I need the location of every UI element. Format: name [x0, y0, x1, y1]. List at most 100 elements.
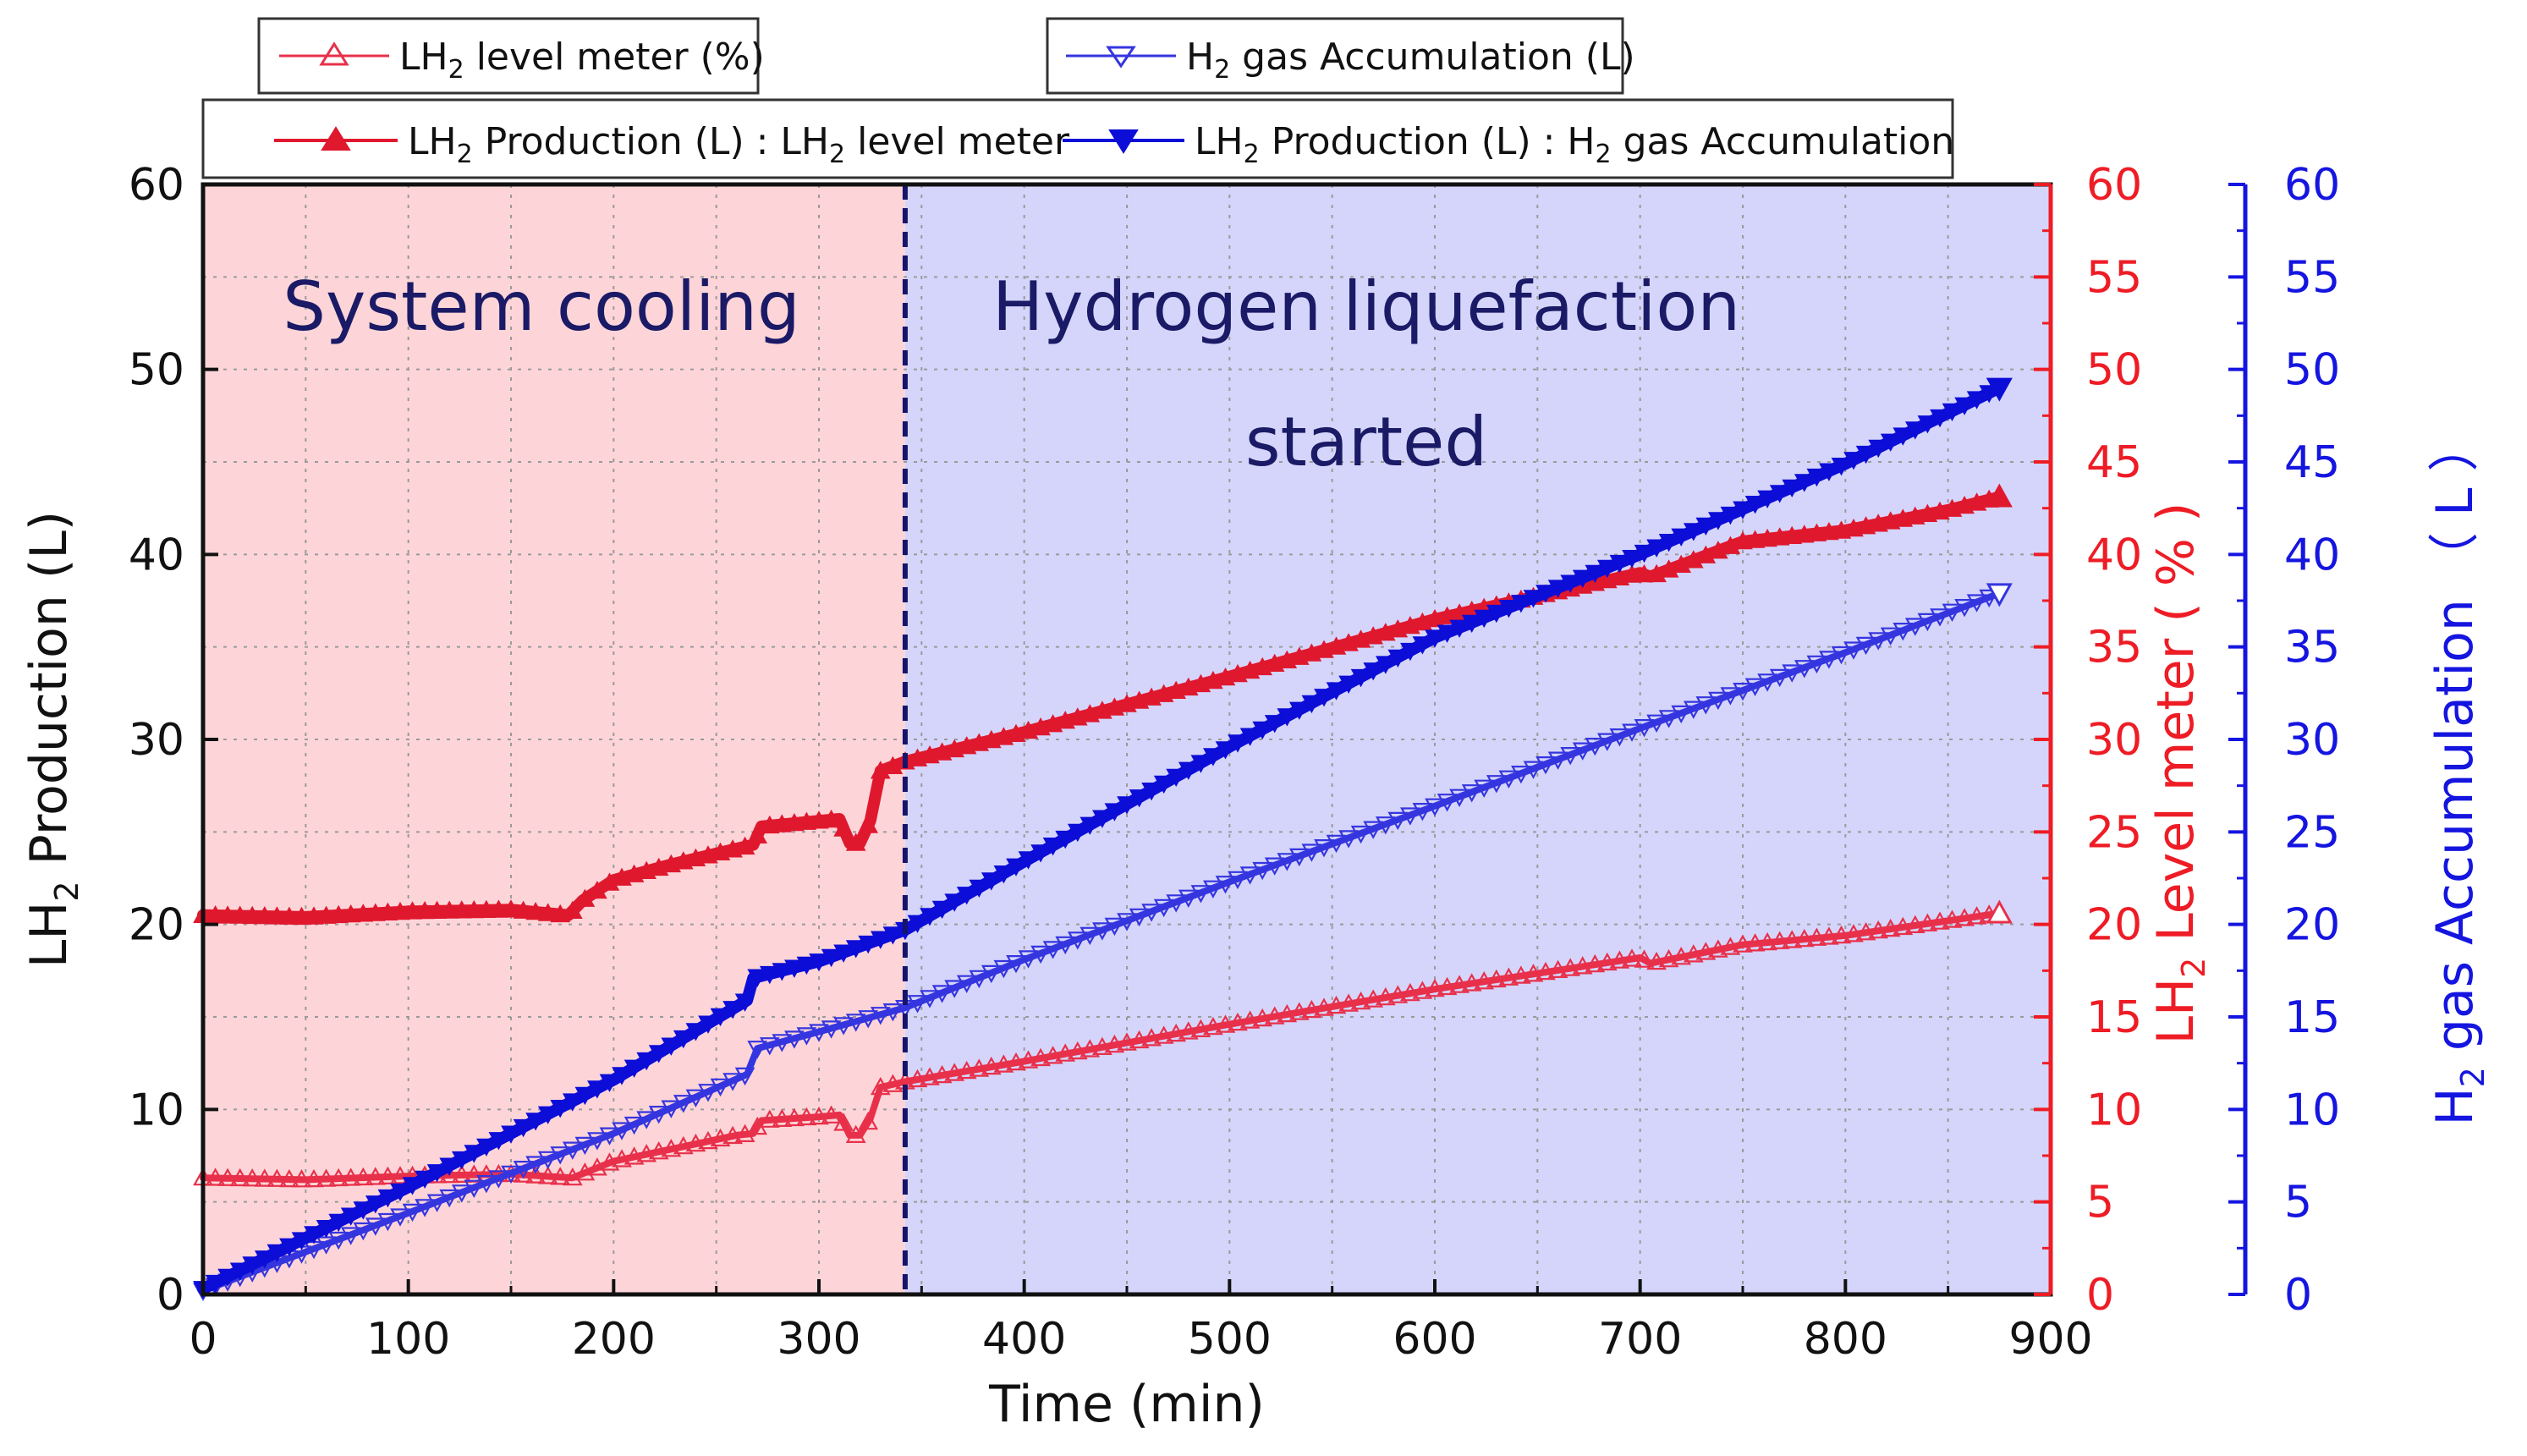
data-point-level_pct: [1461, 973, 1482, 992]
data-point-prod_level: [217, 905, 238, 924]
data-point-accum: [426, 1194, 448, 1212]
data-point-level_pct: [1634, 949, 1655, 968]
data-point-level_pct: [722, 1125, 743, 1145]
data-point-prod_level: [562, 900, 583, 919]
data-point-accum: [365, 1217, 386, 1236]
data-point-prod_accum: [1843, 452, 1864, 470]
data-point-prod_accum: [1733, 501, 1753, 519]
y-axis-right-level: 0 5 10 15 20 25 30 35 40 45 50 55 60: [2034, 160, 2142, 1321]
data-point-prod_accum: [1079, 816, 1101, 835]
data-point-level_pct: [1338, 993, 1359, 1012]
data-point-accum: [1055, 936, 1076, 955]
data-point-level_pct: [451, 1164, 472, 1184]
data-point-accum: [1067, 931, 1088, 950]
data-point-accum: [1806, 655, 1827, 674]
data-point-prod_accum: [451, 1151, 472, 1170]
data-point-prod_accum: [1622, 550, 1642, 569]
data-point-accum: [1042, 941, 1063, 959]
data-point-prod_accum: [291, 1232, 312, 1250]
data-point-prod_accum: [1769, 485, 1790, 503]
data-point-prod_accum: [1203, 748, 1223, 766]
y-left-tick-label: 40: [129, 530, 184, 580]
y-right-accum-tick-label: 15: [2284, 992, 2340, 1043]
data-point-level_pct: [710, 1128, 731, 1147]
data-point-accum: [1708, 691, 1728, 711]
data-point-prod_accum: [1055, 830, 1076, 849]
y-right-accum-tick-label: 55: [2284, 252, 2340, 303]
data-point-accum: [562, 1141, 583, 1160]
x-tick-label: 300: [777, 1314, 860, 1365]
data-point-accum: [1634, 718, 1655, 738]
data-point-level_pct: [1006, 1052, 1026, 1071]
data-point-prod_level: [501, 899, 521, 918]
data-point-accum: [1474, 779, 1495, 798]
data-point-level_pct: [1153, 1025, 1174, 1044]
data-point-level_pct: [796, 1107, 817, 1126]
data-point-accum: [1190, 885, 1211, 904]
data-point-level_pct: [1363, 989, 1384, 1008]
data-point-accum: [1104, 917, 1125, 937]
data-point-accum: [1437, 794, 1458, 812]
data-point-prod_accum: [772, 963, 793, 981]
data-point-prod_accum: [377, 1189, 398, 1208]
data-point-prod_level: [415, 900, 435, 920]
data-point-level_pct: [1141, 1028, 1162, 1047]
data-point-accum: [1350, 825, 1371, 844]
data-point-prod_accum: [1683, 523, 1704, 541]
data-point-prod_level: [821, 809, 842, 828]
data-point-level_pct: [1215, 1014, 1236, 1033]
data-point-accum: [415, 1199, 435, 1217]
data-point-prod_accum: [796, 956, 817, 975]
data-point-prod_accum: [1831, 458, 1852, 476]
data-point-accum: [476, 1174, 497, 1194]
data-point-level_pct: [833, 1113, 854, 1131]
y-right-accum-tick-label: 30: [2284, 715, 2340, 766]
data-point-level_pct: [242, 1168, 263, 1187]
data-point-prod_accum: [1326, 682, 1347, 701]
data-point-prod_accum: [931, 900, 953, 920]
data-point-level_pct: [1966, 906, 1987, 925]
data-point-accum: [1560, 746, 1581, 766]
data-point-prod_accum: [821, 948, 842, 968]
data-point-accum: [772, 1034, 793, 1052]
data-point-level_pct: [1190, 1019, 1211, 1038]
data-point-level_pct: [1288, 1002, 1310, 1020]
data-point-level_pct: [1757, 931, 1777, 951]
data-point-prod_accum: [1092, 810, 1112, 828]
data-point-accum: [1301, 843, 1322, 862]
data-point-accum: [1018, 950, 1039, 969]
data-point-prod_accum: [1067, 823, 1088, 843]
data-point-prod_accum: [1363, 662, 1384, 681]
data-point-accum: [722, 1073, 743, 1091]
data-point-prod_accum: [501, 1125, 521, 1144]
data-point-level_pct: [587, 1157, 607, 1176]
data-point-prod_accum: [612, 1067, 632, 1085]
data-point-prod_accum: [833, 944, 854, 963]
data-point-accum: [1239, 866, 1261, 885]
legend-marker-accum: [1106, 46, 1136, 69]
data-point-prod_level: [476, 899, 497, 918]
data-point-level_pct: [1893, 916, 1914, 936]
data-point-level_pct: [1252, 1008, 1273, 1027]
data-point-prod_accum: [1239, 728, 1261, 746]
data-point-prod_accum: [1720, 506, 1741, 525]
data-point-level_pct: [1782, 930, 1803, 948]
region-label-started: started: [1245, 403, 1487, 481]
data-point-level_pct: [1166, 1023, 1187, 1042]
data-point-accum: [1880, 627, 1901, 646]
data-point-prod_accum: [242, 1256, 263, 1275]
legend-marker-prod-accum: [1108, 129, 1139, 154]
data-point-level_pct: [981, 1056, 1002, 1075]
data-point-prod_accum: [1474, 609, 1495, 629]
y-left-tick-label: 0: [157, 1270, 184, 1321]
data-point-accum: [599, 1127, 620, 1146]
data-point-level_pct: [328, 1168, 349, 1187]
data-point-prod_accum: [513, 1118, 534, 1138]
data-point-accum: [377, 1212, 398, 1232]
data-point-level_pct: [1572, 956, 1593, 975]
data-point-level_pct: [525, 1165, 546, 1184]
data-point-accum: [698, 1084, 718, 1102]
data-point-prod_accum: [722, 1001, 743, 1019]
data-point-level_pct: [1264, 1006, 1285, 1025]
data-point-prod_accum: [920, 908, 940, 926]
